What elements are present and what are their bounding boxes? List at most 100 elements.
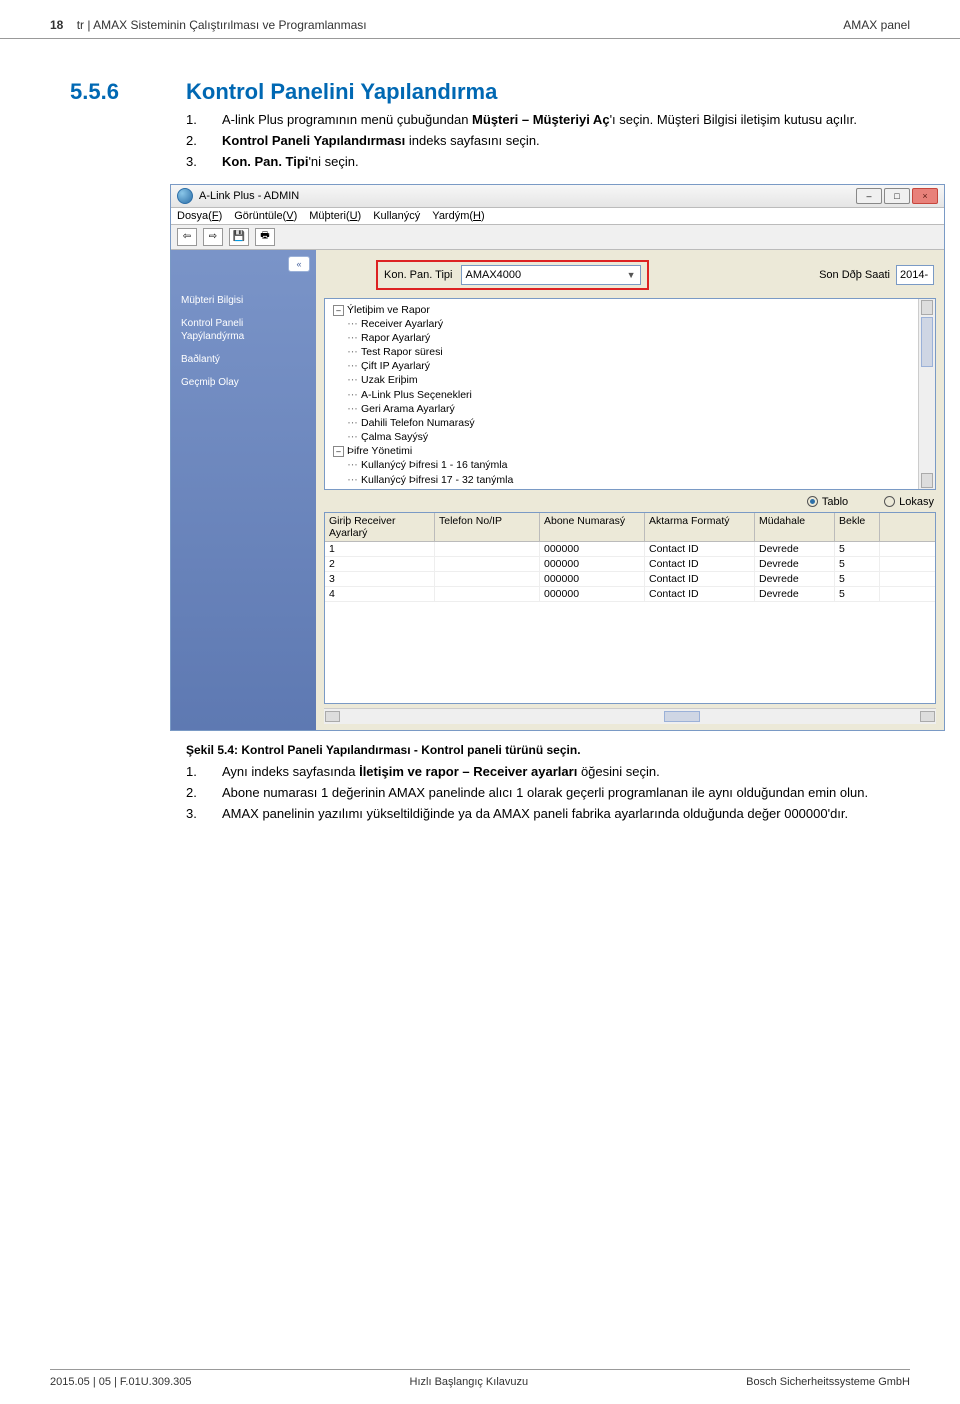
step-text: Kon. Pan. Tipi'ni seçin. <box>222 153 359 171</box>
sidebar: « Müþteri Bilgisi Kontrol Paneli Yapýland… <box>171 250 316 730</box>
grid-column-header[interactable]: Giriþ Receiver Ayarlarý <box>325 513 435 541</box>
grid-column-header[interactable]: Aktarma Formatý <box>645 513 755 541</box>
tree-node[interactable]: ⋯Çalma Sayýsý <box>333 430 914 444</box>
grid-cell: Devrede <box>755 587 835 601</box>
grid-column-header[interactable]: Bekle <box>835 513 880 541</box>
nav-fwd-button[interactable]: ⇨ <box>203 228 223 246</box>
grid-body: 1000000Contact IDDevrede52000000Contact … <box>325 542 935 703</box>
grid-cell: 5 <box>835 557 880 571</box>
step-number: 3. <box>186 805 202 823</box>
step-number: 1. <box>186 763 202 781</box>
date-value: 2014- <box>900 269 928 281</box>
page-number: 18 <box>50 18 63 32</box>
horizontal-scrollbar[interactable] <box>324 708 936 724</box>
tree-node[interactable]: –Þifre Yönetimi <box>333 444 914 458</box>
app-title: A-Link Plus - ADMIN <box>199 190 299 202</box>
tree-node[interactable]: ⋯Dahili Telefon Numarasý <box>333 416 914 430</box>
table-row[interactable]: 4000000Contact IDDevrede5 <box>325 587 935 602</box>
table-row[interactable]: 2000000Contact IDDevrede5 <box>325 557 935 572</box>
top-row: Kon. Pan. Tipi AMAX4000 ▼ Son Dðþ Saati … <box>316 250 944 296</box>
table-row[interactable]: 1000000Contact IDDevrede5 <box>325 542 935 557</box>
footer-right: Bosch Sicherheitssysteme GmbH <box>746 1376 910 1388</box>
grid-cell: 5 <box>835 572 880 586</box>
nav-back-button[interactable]: ⇦ <box>177 228 197 246</box>
tree-node[interactable]: ⋯Receiver Ayarlarý <box>333 317 914 331</box>
collapse-icon[interactable]: « <box>288 256 310 272</box>
numbered-step: 1.A-link Plus programının menü çubuğunda… <box>186 111 890 129</box>
sidebar-item[interactable]: Geçmiþ Olay <box>181 376 306 389</box>
content: 5.5.6 Kontrol Panelini Yapılandırma 1.A-… <box>0 39 960 823</box>
grid-cell: 000000 <box>540 557 645 571</box>
tree-node[interactable]: ⋯Test Rapor süresi <box>333 345 914 359</box>
grid-cell: 5 <box>835 542 880 556</box>
toolbar: ⇦ ⇨ 💾 🖶 <box>171 225 944 250</box>
header-title: AMAX Sisteminin Çalıştırılması ve Progra… <box>93 18 366 32</box>
sidebar-item[interactable]: Kontrol Paneli Yapýlandýrma <box>181 317 306 343</box>
tree-node[interactable]: ⋯Çift IP Ayarlarý <box>333 359 914 373</box>
grid-cell <box>435 542 540 556</box>
date-field[interactable]: 2014- <box>896 265 934 285</box>
tree-node[interactable]: ⋯Kullanýcý Þifresi 1 - 16 tanýmla <box>333 458 914 472</box>
grid-column-header[interactable]: Telefon No/IP <box>435 513 540 541</box>
tree-view[interactable]: –Ýletiþim ve Rapor⋯Receiver Ayarlarý⋯Rap… <box>324 298 936 490</box>
section-number: 5.5.6 <box>70 79 130 105</box>
menu-item[interactable]: Dosya(F) <box>177 210 222 222</box>
step-text: Abone numarası 1 değerinin AMAX panelind… <box>222 784 868 802</box>
grid-cell: 000000 <box>540 572 645 586</box>
tree-node[interactable]: ⋯Geri Arama Ayarlarý <box>333 402 914 416</box>
header-lang: tr <box>77 18 84 32</box>
sidebar-item[interactable]: Müþteri Bilgisi <box>181 294 306 307</box>
tree-node[interactable]: ⋯Uzak Eriþim <box>333 373 914 387</box>
grid-cell: Contact ID <box>645 557 755 571</box>
tree-node[interactable]: ⋯A-Link Plus Seçenekleri <box>333 388 914 402</box>
grid-column-header[interactable]: Müdahale <box>755 513 835 541</box>
menu-item[interactable]: Görüntüle(V) <box>234 210 297 222</box>
window-buttons: – □ × <box>856 188 938 204</box>
grid-cell: Contact ID <box>645 542 755 556</box>
save-button[interactable]: 💾 <box>229 228 249 246</box>
grid-cell: Contact ID <box>645 587 755 601</box>
data-grid[interactable]: Giriþ Receiver AyarlarýTelefon No/IPAbon… <box>324 512 936 704</box>
app-body: « Müþteri Bilgisi Kontrol Paneli Yapýland… <box>171 250 944 730</box>
app-icon <box>177 188 193 204</box>
menu-item[interactable]: Yardým(H) <box>432 210 484 222</box>
step-text: AMAX panelinin yazılımı yükseltildiğinde… <box>222 805 848 823</box>
page-header: 18 tr | AMAX Sisteminin Çalıştırılması v… <box>0 0 960 39</box>
grid-cell: Contact ID <box>645 572 755 586</box>
grid-header: Giriþ Receiver AyarlarýTelefon No/IPAbon… <box>325 513 935 542</box>
app-window: A-Link Plus - ADMIN – □ × Dosya(F) Görünt… <box>170 184 945 731</box>
grid-cell: 3 <box>325 572 435 586</box>
grid-cell <box>435 587 540 601</box>
numbered-step: 1.Aynı indeks sayfasında İletişim ve rap… <box>186 763 890 781</box>
grid-cell: Devrede <box>755 557 835 571</box>
titlebar: A-Link Plus - ADMIN – □ × <box>171 185 944 208</box>
view-mode-radio: Tablo Lokasy <box>316 494 944 512</box>
date-label: Son Dðþ Saati <box>819 269 890 281</box>
numbered-step: 3.Kon. Pan. Tipi'ni seçin. <box>186 153 890 171</box>
tree-node[interactable]: ⋯Rapor Ayarlarý <box>333 331 914 345</box>
tree-node[interactable]: –Ýletiþim ve Rapor <box>333 303 914 317</box>
grid-column-header[interactable]: Abone Numarasý <box>540 513 645 541</box>
vertical-scrollbar[interactable] <box>918 299 935 489</box>
menu-item[interactable]: Müþteri(U) <box>309 210 361 222</box>
radio-location[interactable]: Lokasy <box>884 496 934 508</box>
sidebar-item[interactable]: Baðlantý <box>181 353 306 366</box>
close-button[interactable]: × <box>912 188 938 204</box>
page-footer: 2015.05 | 05 | F.01U.309.305 Hızlı Başla… <box>50 1369 910 1388</box>
menu-item[interactable]: Kullanýcý <box>373 210 420 222</box>
maximize-button[interactable]: □ <box>884 188 910 204</box>
print-button[interactable]: 🖶 <box>255 228 275 246</box>
radio-table-label: Tablo <box>822 496 848 508</box>
section-title: Kontrol Panelini Yapılandırma <box>186 79 497 105</box>
radio-table[interactable]: Tablo <box>807 496 848 508</box>
table-row[interactable]: 3000000Contact IDDevrede5 <box>325 572 935 587</box>
panel-type-dropdown[interactable]: AMAX4000 ▼ <box>461 265 641 285</box>
step-number: 2. <box>186 132 202 150</box>
header-right: AMAX panel <box>843 18 910 32</box>
panel-type-value: AMAX4000 <box>466 269 522 281</box>
minimize-button[interactable]: – <box>856 188 882 204</box>
grid-cell: Devrede <box>755 542 835 556</box>
tree-node[interactable]: ⋯Kullanýcý Þifresi 17 - 32 tanýmla <box>333 473 914 487</box>
grid-cell <box>435 557 540 571</box>
panel-type-label: Kon. Pan. Tipi <box>384 269 453 281</box>
